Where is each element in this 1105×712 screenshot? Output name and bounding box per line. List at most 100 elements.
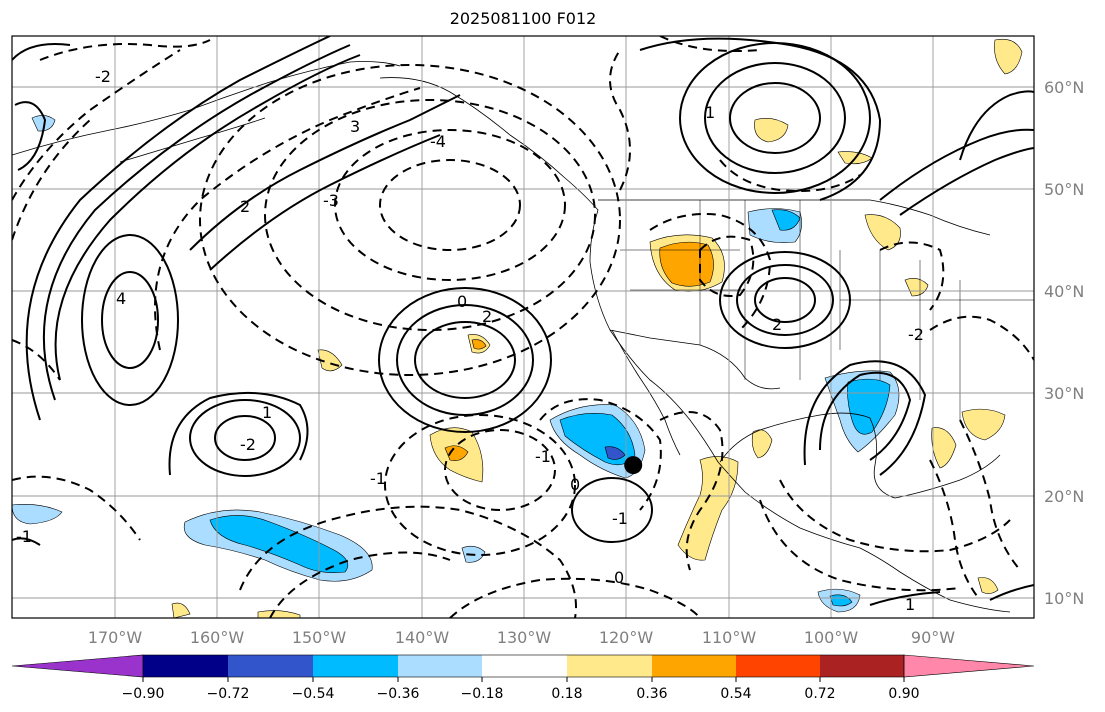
colorbar: −0.90 −0.72 −0.54 −0.36 −0.18 0.18 0.36 … (11, 654, 1035, 702)
contour-solid (25, 36, 331, 421)
contour-label: 1 (705, 103, 715, 122)
colorbar-tick-label: −0.54 (292, 686, 335, 702)
colorbar-tick-label: −0.72 (207, 686, 250, 702)
lat-label: 30°N (1044, 384, 1084, 403)
lon-label: 140°W (395, 628, 450, 647)
contour-solid (959, 90, 1034, 161)
contour-dashed (959, 419, 1021, 571)
colorbar-tick-label: −0.90 (122, 686, 165, 702)
shade-patch (444, 445, 469, 461)
contour-label: -2 (95, 67, 111, 86)
shade-patch (977, 577, 999, 594)
shade-patch (904, 278, 929, 297)
lat-label: 10°N (1044, 589, 1084, 608)
shade-patch (209, 515, 349, 573)
colorbar-extend-low (11, 654, 144, 678)
contour-dashed (154, 87, 421, 351)
shade-patch (471, 339, 487, 350)
contour-dashed (264, 99, 596, 331)
graticule (12, 36, 1034, 618)
contour-solid (571, 477, 653, 543)
shade-patch (257, 610, 301, 618)
map-frame (11, 35, 1035, 619)
colorbar-swatch (143, 655, 228, 677)
contour-solid (42, 44, 351, 401)
colorbar-ticks (142, 677, 905, 682)
border-us-mexico (609, 329, 781, 390)
contour-dashed (759, 499, 961, 592)
shade-patch (751, 429, 773, 459)
contour-label: -1 (535, 447, 551, 466)
contour-label: -2 (240, 435, 256, 454)
contour-solid (899, 147, 1034, 216)
shade-patch (754, 118, 789, 143)
colorbar-swatch (228, 655, 313, 677)
contour-solid (869, 591, 941, 606)
shade-patch (12, 504, 63, 525)
colorbar-tick-label: 0.72 (804, 686, 835, 702)
contour-label: 0 (570, 475, 580, 494)
contour-dashed (719, 159, 861, 192)
colorbar-tick-label: −0.18 (461, 686, 504, 702)
contour-dashed (539, 398, 662, 511)
contour-dashed (929, 459, 981, 601)
colorbar-tick-label: 0.54 (720, 686, 751, 702)
colorbar-frame (142, 654, 905, 678)
contour-label: 4 (116, 289, 126, 308)
shade-patch (171, 602, 191, 618)
shaded-field (12, 38, 1023, 618)
colorbar-swatch (482, 655, 567, 677)
contour-solid (879, 128, 1034, 201)
contour-dashed (609, 49, 631, 191)
contour-dashed (379, 159, 521, 251)
contour-label: -1 (370, 469, 386, 488)
contour-label: -4 (430, 132, 446, 151)
coastline-baja (611, 329, 681, 456)
state-lines (620, 200, 1034, 420)
contour-solid (14, 101, 47, 171)
colorbar-swatch (736, 655, 820, 677)
contour-label: 2 (482, 307, 492, 326)
contour-solid (639, 37, 882, 201)
colorbar-swatch (820, 655, 904, 677)
contour-label: -1 (612, 509, 628, 528)
lon-label: 170°W (88, 628, 143, 647)
contour-label: -1 (16, 527, 32, 546)
contour-solid (414, 321, 516, 399)
coastline-aleutians (119, 117, 266, 163)
contour-dashed (384, 414, 576, 556)
positive-contours (12, 36, 1034, 606)
contour-label: -3 (323, 191, 339, 210)
contour-solid (81, 234, 179, 406)
colorbar-tick-label: 0.36 (636, 686, 667, 702)
contour-solid (101, 271, 159, 369)
contour-dashed (444, 429, 556, 511)
coastline-north-america (379, 77, 1011, 613)
contour-solid (209, 134, 441, 271)
colorbar-swatch (652, 655, 736, 677)
lat-label: 40°N (1044, 282, 1084, 301)
lon-label: 90°W (911, 628, 955, 647)
map-plot-area: 0 2 -4 -2 -1 1 4 -3 3 -2 2 -1 0 -1 2 1 -… (12, 36, 1034, 618)
coastline-alaska (12, 61, 401, 156)
contour-dashed (659, 411, 724, 571)
contour-solid (736, 264, 834, 336)
colorbar-tick-label: 0.90 (888, 686, 919, 702)
contour-solid (168, 391, 309, 476)
latitude-labels: 60°N 50°N 40°N 30°N 20°N 10°N (1044, 78, 1084, 608)
contour-dashed (334, 129, 566, 281)
contour-dashed (12, 119, 91, 241)
lon-label: 160°W (190, 628, 245, 647)
contour-dashed (449, 577, 701, 618)
lon-label: 130°W (497, 628, 552, 647)
contour-label: 2 (772, 315, 782, 334)
colorbar-extend-high (903, 654, 1035, 678)
contour-solid (189, 399, 301, 477)
contour-label: 1 (905, 595, 915, 614)
colorbar-tick-label: −0.36 (377, 686, 420, 702)
shade-patch (961, 408, 1006, 441)
contour-dashed (649, 213, 772, 331)
contour-dashed (12, 475, 141, 541)
contour-label: 2 (240, 197, 250, 216)
